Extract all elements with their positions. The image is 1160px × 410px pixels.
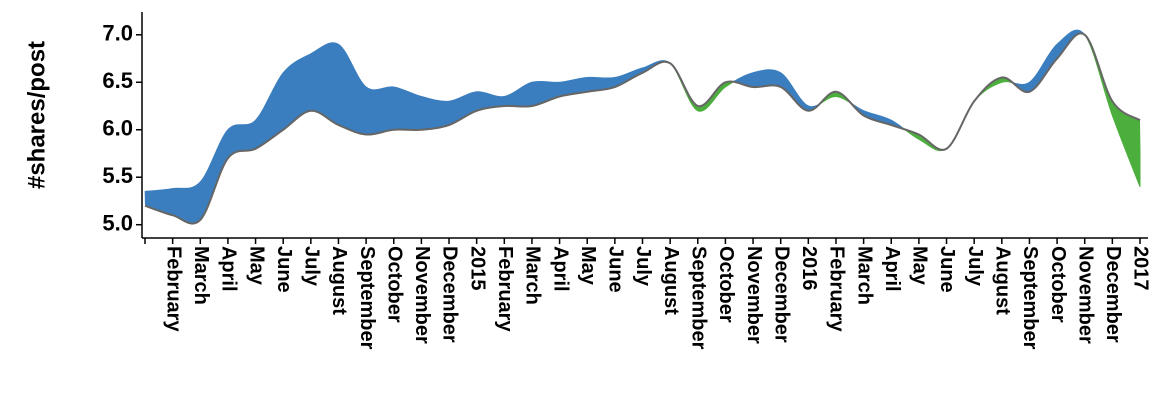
y-axis-title: #shares/post (23, 41, 50, 189)
x-tick-label: March (853, 246, 875, 305)
x-tick-label: April (881, 246, 903, 292)
x-tick-label: March (522, 246, 544, 305)
x-tick-label: 2015 (466, 246, 488, 290)
x-tick-label: June (936, 246, 958, 293)
x-tick-label: July (301, 246, 323, 287)
x-tick-label: February (162, 246, 184, 332)
x-tick-label: July (964, 246, 986, 287)
x-tick-label: 2016 (798, 246, 820, 291)
x-tick-label: February (494, 246, 516, 332)
y-tick-label: 6.0 (102, 116, 133, 141)
y-tick-label: 6.5 (102, 68, 133, 93)
x-tick-label: September (687, 246, 709, 350)
x-tick-label: November (743, 246, 765, 344)
x-tick-label: May (245, 246, 267, 286)
x-tick-label: April (218, 246, 240, 292)
x-tick-label: October (715, 246, 737, 323)
x-tick-label: September (356, 246, 378, 350)
y-tick-label: 7.0 (102, 21, 133, 46)
x-tick-label: June (605, 246, 627, 293)
x-tick-label: August (660, 246, 682, 315)
x-tick-label: December (439, 246, 461, 343)
x-tick-label: February (826, 246, 848, 332)
x-tick-label: December (1102, 246, 1124, 343)
x-tick-label: June (273, 246, 295, 293)
x-tick-label: July (632, 246, 654, 287)
x-tick-label: October (383, 246, 405, 323)
x-tick-label: August (328, 246, 350, 315)
line-series-1 (144, 32, 1141, 225)
y-tick-label: 5.0 (102, 211, 133, 236)
x-tick-label: May (577, 246, 599, 286)
x-tick-label: March (190, 246, 212, 305)
y-tick-label: 5.5 (102, 163, 133, 188)
x-tick-label: 2017 (1130, 246, 1152, 291)
x-tick-label: September (1019, 246, 1041, 350)
x-tick-label: November (1074, 246, 1096, 344)
x-tick-label: November (411, 246, 433, 344)
area-series-1-above (144, 33, 1141, 225)
x-tick-label: October (1047, 246, 1069, 323)
area-series-0-above (144, 29, 1141, 224)
x-tick-label: April (549, 246, 571, 292)
x-tick-label: May (909, 246, 931, 286)
x-tick-label: August (992, 246, 1014, 315)
x-tick-label: December (770, 246, 792, 343)
